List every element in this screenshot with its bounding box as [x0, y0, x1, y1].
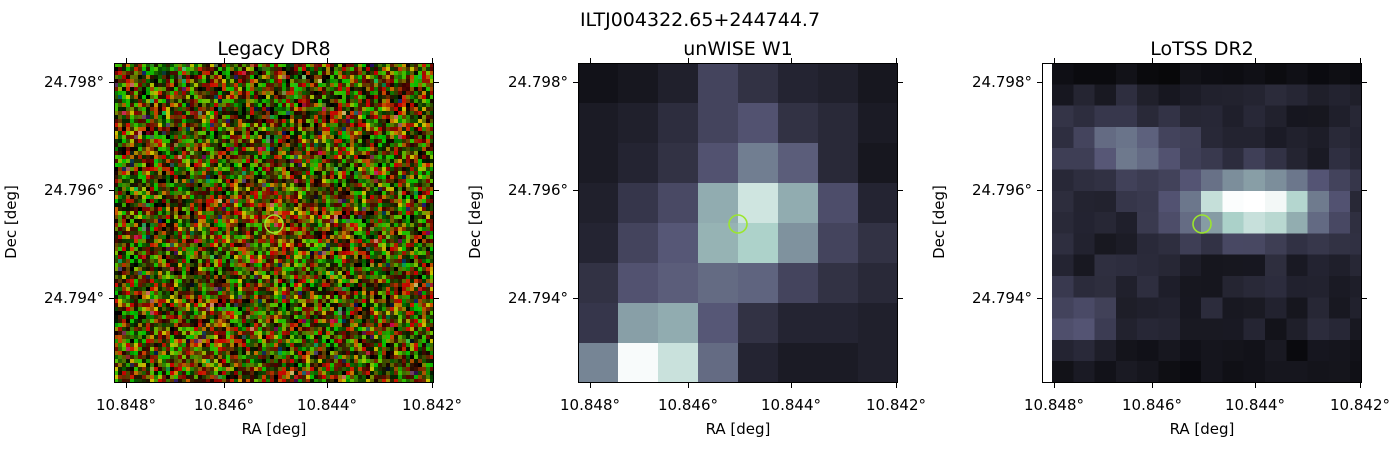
x-tick-mark — [1054, 58, 1055, 63]
lotss-dr2-image — [1042, 63, 1362, 383]
y-tick-mark — [573, 298, 578, 299]
x-tick-mark — [1152, 383, 1153, 388]
x-tick-mark — [327, 383, 328, 388]
x-tick-label: 10.848° — [560, 396, 620, 414]
x-tick-label: 10.844° — [297, 396, 357, 414]
figure-title: ILTJ004322.65+244744.7 — [579, 9, 821, 31]
x-axis-label: RA [deg] — [241, 420, 307, 438]
y-tick-mark — [1037, 190, 1042, 191]
x-tick-mark — [1152, 58, 1153, 63]
y-tick-mark — [573, 190, 578, 191]
x-axis-label: RA [deg] — [705, 420, 771, 438]
x-tick-label: 10.844° — [1225, 396, 1285, 414]
y-axis-label: Dec [deg] — [2, 185, 20, 259]
panel-title-legacy: Legacy DR8 — [217, 38, 331, 60]
y-tick-label: 24.796° — [44, 181, 104, 199]
x-axis-label: RA [deg] — [1169, 420, 1235, 438]
y-tick-mark — [1362, 82, 1367, 83]
y-tick-mark — [1362, 298, 1367, 299]
y-tick-mark — [898, 298, 903, 299]
x-tick-mark — [432, 383, 433, 388]
y-tick-label: 24.794° — [44, 289, 104, 307]
x-tick-label: 10.844° — [761, 396, 821, 414]
y-tick-label: 24.794° — [972, 289, 1032, 307]
y-tick-label: 24.794° — [508, 289, 568, 307]
x-tick-mark — [590, 58, 591, 63]
y-tick-mark — [109, 190, 114, 191]
x-tick-mark — [1054, 383, 1055, 388]
y-tick-label: 24.796° — [972, 181, 1032, 199]
source-marker-circle — [264, 214, 284, 234]
unwise-w1-image — [578, 63, 898, 383]
y-tick-label: 24.798° — [508, 73, 568, 91]
x-tick-mark — [896, 58, 897, 63]
x-tick-mark — [327, 58, 328, 63]
y-axis-label: Dec [deg] — [466, 185, 484, 259]
x-tick-mark — [590, 383, 591, 388]
y-tick-mark — [1037, 82, 1042, 83]
panel-title-lotss: LoTSS DR2 — [1150, 38, 1254, 60]
source-marker-circle — [1192, 214, 1212, 234]
panel-title-unwise: unWISE W1 — [683, 38, 793, 60]
x-tick-mark — [791, 58, 792, 63]
x-tick-mark — [1255, 383, 1256, 388]
x-tick-label: 10.846° — [1122, 396, 1182, 414]
x-tick-mark — [126, 58, 127, 63]
y-tick-label: 24.798° — [44, 73, 104, 91]
y-tick-mark — [1362, 190, 1367, 191]
x-tick-mark — [224, 58, 225, 63]
x-tick-mark — [688, 58, 689, 63]
y-tick-mark — [573, 82, 578, 83]
x-tick-label: 10.842° — [402, 396, 462, 414]
unwise-image-panel — [578, 63, 898, 383]
x-tick-label: 10.848° — [1024, 396, 1084, 414]
legacy-rgb-image — [114, 63, 434, 383]
y-tick-mark — [434, 190, 439, 191]
x-tick-mark — [126, 383, 127, 388]
x-tick-label: 10.846° — [658, 396, 718, 414]
x-tick-mark — [432, 58, 433, 63]
y-axis-label: Dec [deg] — [930, 185, 948, 259]
y-tick-mark — [434, 82, 439, 83]
y-tick-mark — [1037, 298, 1042, 299]
y-tick-mark — [109, 298, 114, 299]
x-tick-label: 10.846° — [194, 396, 254, 414]
legacy-image-panel — [114, 63, 434, 383]
source-marker-circle — [728, 214, 748, 234]
x-tick-mark — [1360, 383, 1361, 388]
y-tick-label: 24.796° — [508, 181, 568, 199]
x-tick-mark — [791, 383, 792, 388]
y-tick-mark — [434, 298, 439, 299]
x-tick-mark — [1255, 58, 1256, 63]
y-tick-mark — [898, 82, 903, 83]
y-tick-label: 24.798° — [972, 73, 1032, 91]
x-tick-mark — [1360, 58, 1361, 63]
y-tick-mark — [898, 190, 903, 191]
x-tick-mark — [224, 383, 225, 388]
x-tick-mark — [896, 383, 897, 388]
lotss-image-panel — [1042, 63, 1362, 383]
x-tick-label: 10.842° — [866, 396, 926, 414]
y-tick-mark — [109, 82, 114, 83]
x-tick-label: 10.842° — [1330, 396, 1390, 414]
x-tick-mark — [688, 383, 689, 388]
x-tick-label: 10.848° — [96, 396, 156, 414]
